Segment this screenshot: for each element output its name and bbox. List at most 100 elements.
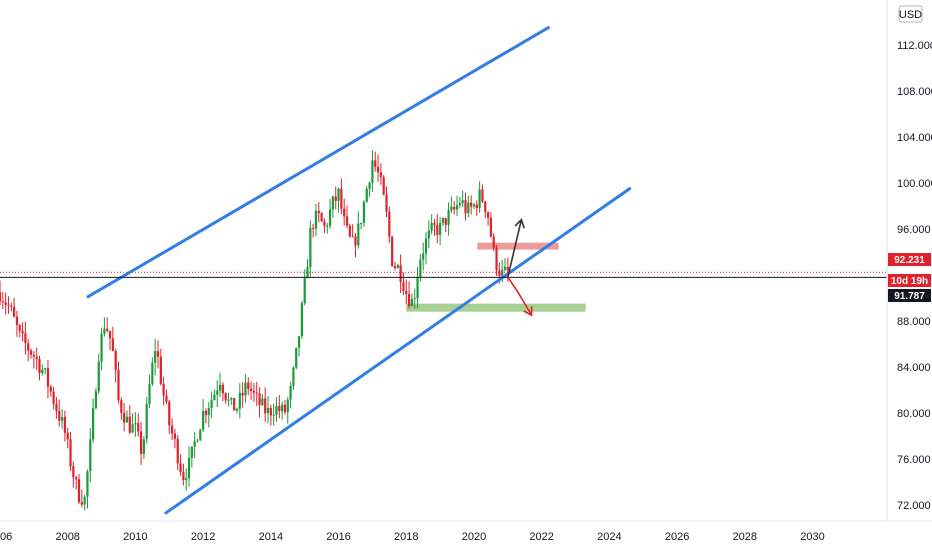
- time-tick-label: 2008: [55, 531, 79, 543]
- candle-down: [348, 225, 351, 237]
- candle-down: [345, 216, 349, 226]
- price-axis[interactable]: 112.000 108.000 104.000 100.000 96.000 88.000…: [897, 40, 932, 512]
- candle-up: [289, 385, 292, 400]
- projection-up-arrowhead: [514, 218, 525, 229]
- candle-up: [151, 362, 154, 384]
- candle-up: [185, 478, 188, 481]
- candle-down: [433, 223, 436, 225]
- candle-down: [159, 356, 162, 384]
- candle-up: [266, 408, 270, 414]
- candle-down: [486, 212, 490, 218]
- candle-down: [379, 172, 382, 178]
- candle-up: [297, 336, 301, 348]
- candle-up: [362, 201, 366, 223]
- candle-down: [49, 386, 52, 392]
- candle-down: [407, 293, 411, 306]
- candle-up: [227, 399, 230, 401]
- candle-down: [18, 325, 21, 331]
- candle-down: [137, 423, 140, 432]
- drawing-lines-layer[interactable]: [86, 26, 632, 515]
- candle-up: [503, 266, 507, 270]
- candle-up: [235, 408, 239, 411]
- projection-down-arrowhead: [523, 306, 533, 317]
- candle-up: [275, 405, 278, 415]
- candle-up: [419, 259, 422, 278]
- candle-down: [75, 477, 78, 480]
- candle-down: [15, 316, 19, 326]
- candle-up: [461, 200, 464, 204]
- candle-up: [190, 446, 193, 458]
- candle-up: [295, 347, 298, 368]
- candle-down: [278, 405, 281, 412]
- candle-down: [176, 438, 179, 464]
- candle-up: [148, 383, 151, 404]
- time-axis[interactable]: 2006 2008 2010 2012 2014 2016 2018 2020 2022 2024…: [0, 531, 825, 543]
- time-tick-label: 2028: [733, 531, 757, 543]
- candle-up: [103, 328, 106, 334]
- candle-down: [388, 211, 391, 237]
- resistance-zone: [477, 242, 559, 250]
- candle-down: [323, 221, 326, 226]
- price2-tag-bg: [888, 289, 931, 302]
- candle-down: [453, 206, 456, 210]
- candle-up: [202, 410, 205, 430]
- candle-up: [410, 299, 414, 306]
- candle-up: [41, 369, 44, 374]
- candle-down: [354, 236, 357, 246]
- candle-down: [168, 401, 171, 426]
- time-tick-label: 2022: [529, 531, 553, 543]
- candle-up: [424, 238, 428, 254]
- price-lines-layer: [0, 271, 887, 278]
- candle-up: [303, 278, 306, 304]
- candle-up: [92, 408, 95, 440]
- price-tick-label: 88.000: [897, 316, 931, 328]
- candle-down: [241, 392, 244, 396]
- candle-down: [111, 338, 114, 351]
- candle-up: [134, 423, 137, 425]
- candle-up: [328, 209, 332, 226]
- candle-down: [224, 393, 227, 401]
- candle-down: [492, 236, 495, 248]
- price-tick-label: 104.000: [897, 132, 932, 144]
- candle-down: [470, 202, 473, 207]
- currency-button-box[interactable]: [898, 5, 923, 23]
- price-tick-label: 72.000: [897, 500, 931, 512]
- candle-up: [501, 269, 504, 277]
- candle-up: [213, 394, 216, 400]
- price-tag-group: 92.231 10d 19h 91.787: [888, 253, 931, 302]
- time-tick-label: 2020: [462, 531, 486, 543]
- candle-down: [340, 188, 343, 209]
- price-tick-label: 108.000: [897, 86, 932, 98]
- candle-up: [331, 196, 335, 210]
- candle-up: [314, 210, 318, 229]
- candles-layer: [0, 150, 509, 511]
- candle-down: [484, 201, 487, 213]
- candle-up: [83, 496, 86, 505]
- projection-arrows-layer[interactable]: [507, 218, 533, 317]
- price-tick-label: 96.000: [897, 224, 931, 236]
- candle-down: [343, 208, 346, 217]
- candle-up: [441, 218, 445, 224]
- candle-up: [300, 303, 303, 337]
- candle-down: [162, 383, 165, 396]
- time-tick-label: 2024: [597, 531, 621, 543]
- candle-down: [464, 200, 467, 214]
- candle-up: [430, 223, 433, 231]
- channel-upper-line: [86, 26, 550, 299]
- candle-down: [317, 210, 320, 214]
- candle-down: [495, 247, 498, 271]
- time-tick-label: 2016: [326, 531, 350, 543]
- candle-up: [360, 222, 363, 224]
- candle-up: [292, 367, 295, 386]
- candle-down: [399, 265, 402, 283]
- candle-down: [173, 433, 177, 439]
- candle-up: [413, 298, 416, 300]
- price-tick-label: 76.000: [897, 454, 931, 466]
- candle-up: [89, 439, 92, 472]
- candle-down: [117, 370, 120, 401]
- currency-button[interactable]: USD: [898, 5, 923, 23]
- candle-down: [334, 196, 337, 201]
- time-tick-label: 2030: [800, 531, 824, 543]
- candle-up: [368, 182, 371, 189]
